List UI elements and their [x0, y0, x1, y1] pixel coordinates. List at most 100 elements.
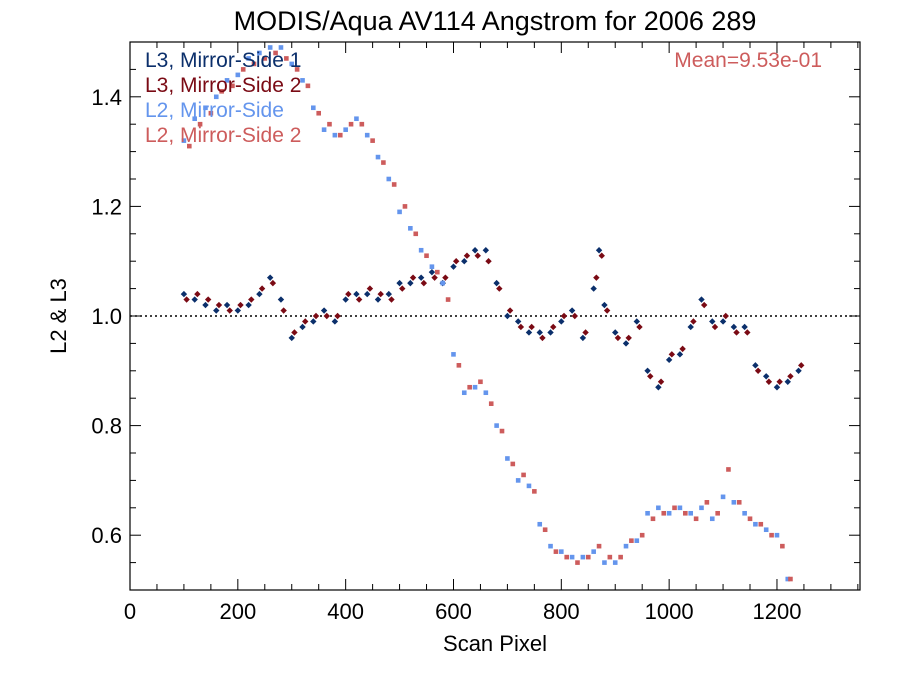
data-point [795, 367, 802, 374]
data-point [391, 182, 397, 187]
data-point [528, 323, 535, 331]
data-point [461, 258, 468, 265]
data-point [355, 296, 363, 303]
data-point [726, 467, 731, 472]
data-point [452, 258, 460, 265]
series-4 [187, 50, 793, 582]
data-point [364, 290, 371, 298]
data-point [478, 379, 483, 385]
data-point [302, 318, 309, 325]
data-point [784, 378, 791, 385]
data-point [582, 329, 589, 336]
data-point [353, 290, 360, 298]
data-point [240, 67, 246, 72]
data-point [758, 521, 764, 527]
data-point [402, 204, 408, 209]
data-point [709, 318, 716, 325]
data-point [571, 312, 578, 320]
data-point [213, 94, 219, 100]
data-point [435, 269, 440, 275]
y-tick-label: 1.4 [91, 85, 122, 110]
data-point [234, 307, 242, 314]
data-point [226, 307, 233, 314]
legend-entry: L3, Mirror-Side 1 [145, 49, 301, 72]
x-tick-label: 200 [219, 599, 256, 624]
data-point [780, 543, 785, 549]
data-point [690, 318, 697, 325]
data-point [499, 428, 505, 434]
data-point [180, 290, 188, 298]
data-point [266, 274, 274, 281]
data-point [203, 105, 208, 111]
data-point [722, 312, 729, 320]
data-point [741, 323, 748, 331]
x-tick-label: 800 [543, 599, 580, 624]
data-point [636, 323, 643, 331]
data-point [668, 351, 676, 358]
data-point [698, 296, 705, 303]
data-point [526, 483, 532, 489]
data-point [215, 301, 223, 309]
data-point [321, 127, 327, 132]
data-point [774, 532, 780, 538]
data-point [413, 231, 419, 237]
data-point [474, 252, 481, 259]
data-point [493, 279, 500, 287]
data-point [181, 138, 187, 143]
data-point [456, 363, 462, 368]
data-point [510, 461, 516, 467]
data-point [472, 384, 478, 390]
data-point [683, 510, 688, 516]
data-point [485, 258, 492, 265]
data-point [634, 538, 640, 543]
y-tick-label: 1.2 [91, 194, 122, 219]
data-point [612, 329, 619, 336]
data-point [688, 510, 694, 516]
data-point [769, 532, 774, 538]
series-1 [180, 247, 802, 391]
data-point [311, 105, 316, 111]
data-point [364, 132, 370, 138]
data-point [559, 549, 564, 554]
data-point [537, 521, 543, 527]
data-point [517, 323, 525, 331]
data-point [269, 279, 277, 287]
data-point [399, 285, 406, 292]
data-point [601, 301, 608, 309]
data-point [553, 549, 559, 554]
y-tick-label: 0.8 [91, 414, 122, 439]
data-point [693, 516, 699, 522]
data-point [320, 307, 328, 314]
data-point [699, 505, 704, 511]
data-point [568, 307, 576, 314]
data-point [515, 478, 521, 483]
data-point [672, 505, 677, 511]
data-point [278, 45, 284, 50]
data-point [294, 67, 300, 72]
data-point [665, 356, 673, 364]
x-tick-label: 0 [124, 599, 136, 624]
data-point [752, 362, 759, 369]
data-point [237, 301, 244, 309]
data-point [591, 549, 596, 554]
data-point [191, 296, 198, 303]
data-point [753, 521, 758, 527]
data-point [496, 285, 503, 292]
data-point [542, 527, 548, 533]
data-point [305, 83, 311, 89]
data-point [187, 143, 192, 149]
data-point [442, 274, 449, 281]
data-point [246, 56, 251, 61]
data-point [603, 307, 611, 314]
data-point [354, 116, 359, 122]
data-point [762, 373, 770, 380]
data-point [798, 362, 805, 369]
data-point [575, 560, 580, 565]
data-point [451, 352, 456, 357]
data-point [429, 264, 435, 269]
data-point [284, 56, 289, 61]
data-point [607, 554, 613, 560]
data-point [744, 329, 751, 336]
data-point [612, 560, 618, 565]
